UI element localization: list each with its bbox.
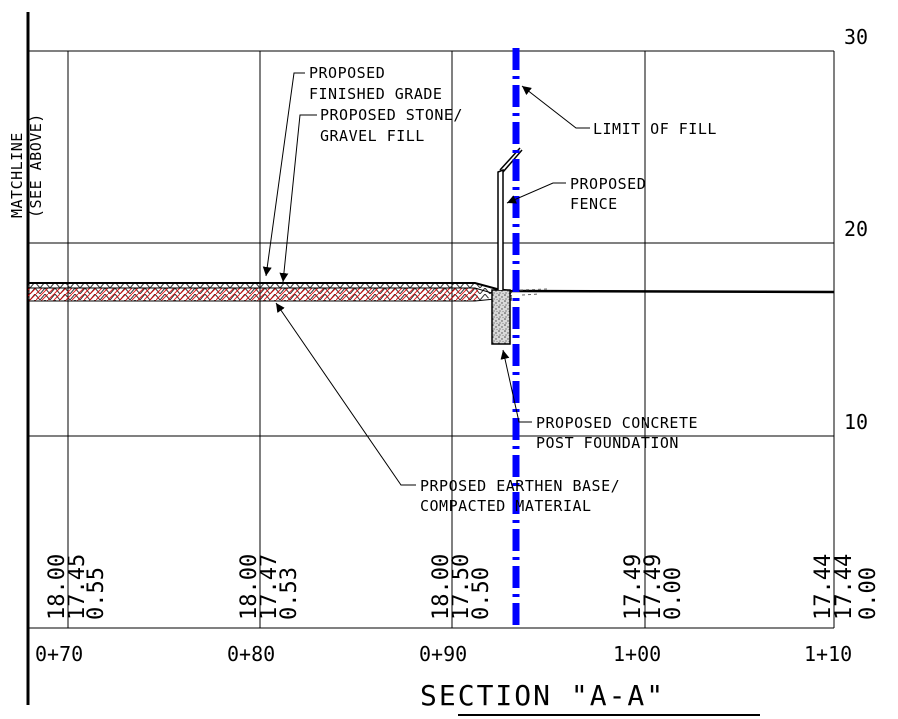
scale-label-30: 30 — [844, 25, 868, 49]
existing-grade-line — [511, 289, 835, 294]
station-070: 0+70 — [35, 642, 83, 666]
elev-080-proposed: 17.47 — [257, 554, 282, 620]
elev-100-proposed: 17.49 — [641, 554, 666, 620]
section-title: SECTION "A-A" — [420, 679, 665, 712]
callout-earthen-base: PRPOSED EARTHEN BASE/ COMPACTED MATERIAL — [275, 302, 620, 515]
grid — [28, 50, 835, 629]
station-080: 0+80 — [227, 642, 275, 666]
elev-110-difference: 0.00 — [856, 567, 881, 620]
matchline-subtext: (SEE ABOVE) — [27, 113, 45, 218]
callout-limit-of-fill-text: LIMIT OF FILL — [593, 120, 717, 138]
callout-stone-fill: PROPOSED STONE/ GRAVEL FILL — [279, 106, 463, 283]
callout-stone-fill-line2: GRAVEL FILL — [320, 127, 425, 145]
elevations-sta-090: 18.00 17.50 0.50 — [429, 554, 494, 620]
elev-080-difference: 0.53 — [277, 567, 302, 620]
elev-090-existing: 18.00 — [429, 554, 454, 620]
elevations-sta-080: 18.00 17.47 0.53 — [237, 554, 302, 620]
elev-070-proposed: 17.45 — [65, 554, 90, 620]
callout-fence-line2: FENCE — [570, 195, 618, 213]
callout-stone-fill-line1: PROPOSED STONE/ — [320, 106, 463, 124]
callout-concrete-line2: POST FOUNDATION — [536, 434, 679, 452]
matchline-text: MATCHLINE — [8, 132, 26, 218]
callout-finished-grade-line1: PROPOSED — [309, 64, 385, 82]
callout-finished-grade-line2: FINISHED GRADE — [309, 85, 442, 103]
station-100: 1+00 — [613, 642, 661, 666]
elev-110-proposed: 17.44 — [832, 554, 857, 620]
elevations-sta-070: 18.00 17.45 0.55 — [45, 554, 109, 620]
elev-110-existing: 17.44 — [811, 554, 836, 620]
callout-fence-line1: PROPOSED — [570, 175, 646, 193]
scale-label-20: 20 — [844, 217, 868, 241]
elev-090-proposed: 17.50 — [449, 554, 474, 620]
scale-label-10: 10 — [844, 410, 868, 434]
elev-070-existing: 18.00 — [45, 554, 70, 620]
concrete-post-foundation — [491, 289, 511, 345]
elev-070-difference: 0.55 — [84, 567, 109, 620]
callout-earthen-base-line1: PRPOSED EARTHEN BASE/ — [420, 477, 620, 495]
callout-earthen-base-line2: COMPACTED MATERIAL — [420, 497, 592, 515]
elev-090-difference: 0.50 — [469, 567, 494, 620]
callout-finished-grade: PROPOSED FINISHED GRADE — [262, 64, 442, 277]
callout-concrete: PROPOSED CONCRETE POST FOUNDATION — [500, 349, 698, 452]
matchline-label: MATCHLINE (SEE ABOVE) — [8, 113, 45, 218]
fill-section — [28, 282, 835, 302]
elevations-sta-110: 17.44 17.44 0.00 — [811, 554, 881, 620]
station-110: 1+10 — [804, 642, 852, 666]
callout-fence: PROPOSED FENCE — [506, 175, 646, 213]
elev-100-difference: 0.00 — [661, 567, 686, 620]
station-090: 0+90 — [419, 642, 467, 666]
callout-concrete-line1: PROPOSED CONCRETE — [536, 414, 698, 432]
elev-100-existing: 17.49 — [621, 554, 646, 620]
callout-limit-of-fill: LIMIT OF FILL — [521, 85, 717, 138]
elev-080-existing: 18.00 — [237, 554, 262, 620]
elevations-sta-100: 17.49 17.49 0.00 — [621, 554, 686, 620]
